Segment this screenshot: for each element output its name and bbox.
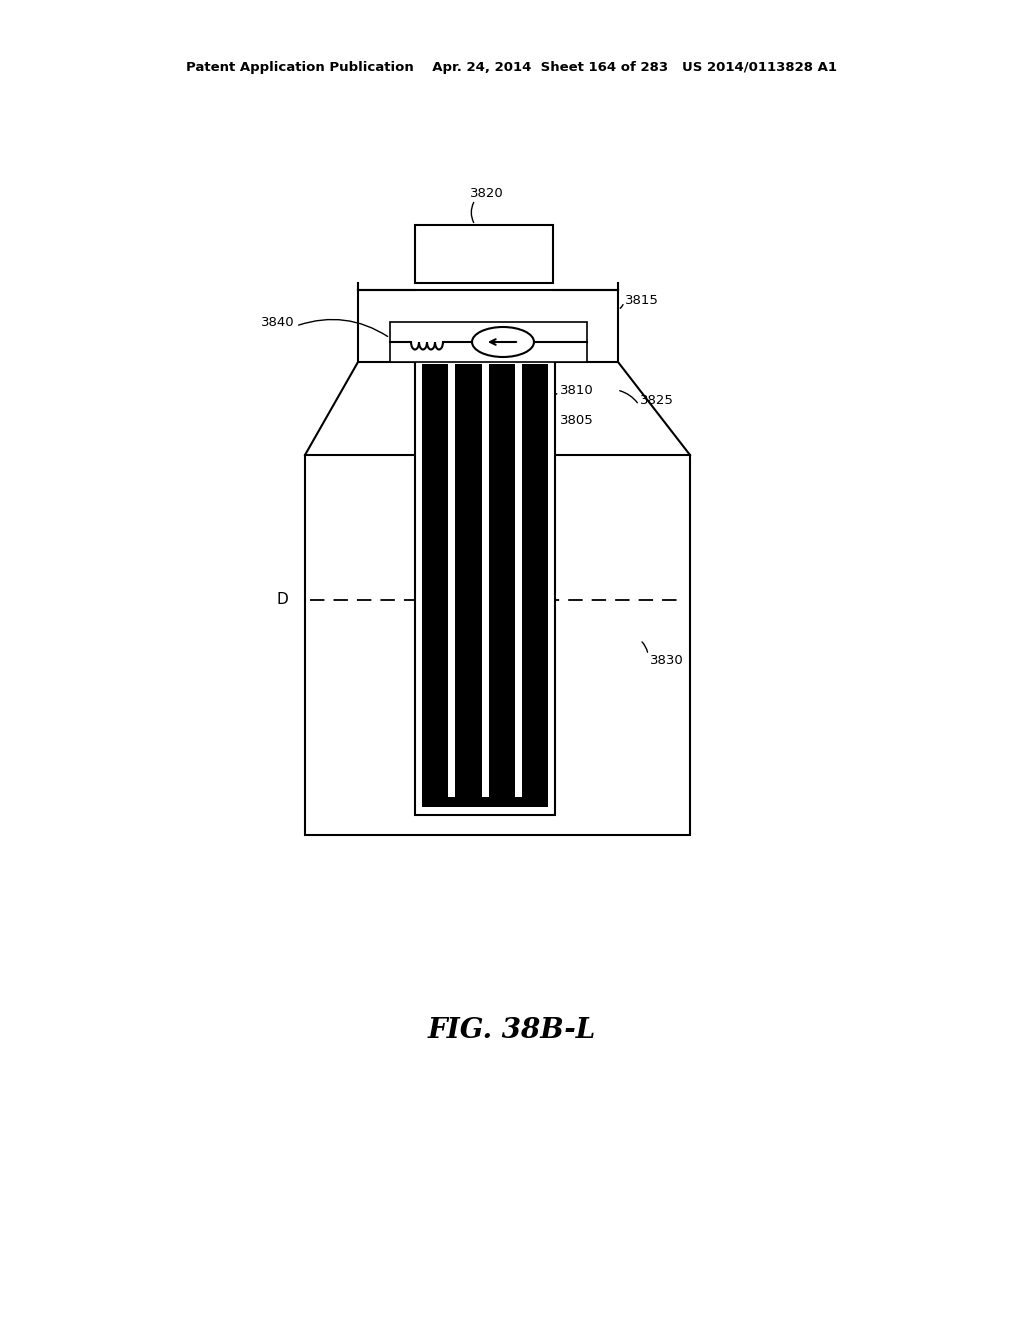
- Polygon shape: [422, 364, 449, 797]
- Text: 3805: 3805: [560, 413, 594, 426]
- Text: Patent Application Publication    Apr. 24, 2014  Sheet 164 of 283   US 2014/0113: Patent Application Publication Apr. 24, …: [186, 62, 838, 74]
- Text: D: D: [276, 593, 288, 607]
- Ellipse shape: [472, 327, 534, 356]
- Text: 3825: 3825: [640, 393, 674, 407]
- Text: 3840: 3840: [261, 315, 295, 329]
- Text: 3815: 3815: [625, 293, 658, 306]
- Polygon shape: [456, 364, 481, 797]
- Polygon shape: [488, 364, 515, 797]
- Text: 3830: 3830: [650, 653, 684, 667]
- Text: FIG. 38B-L: FIG. 38B-L: [428, 1016, 596, 1044]
- Polygon shape: [390, 322, 587, 362]
- Polygon shape: [415, 224, 553, 282]
- Polygon shape: [415, 360, 555, 814]
- Text: 3810: 3810: [560, 384, 594, 396]
- Text: 3820: 3820: [470, 187, 504, 201]
- Polygon shape: [358, 290, 618, 362]
- Polygon shape: [522, 364, 548, 797]
- Polygon shape: [422, 797, 548, 807]
